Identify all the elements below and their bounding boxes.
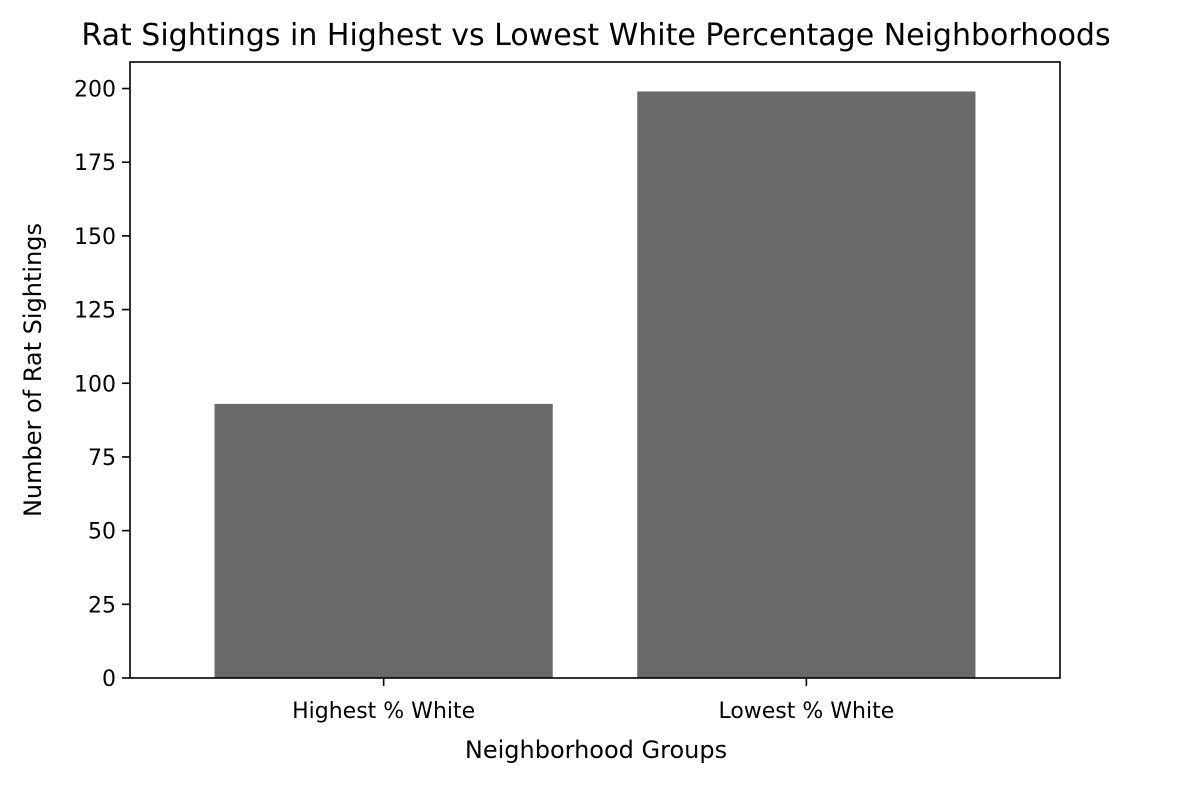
y-tick-label: 75 [88,446,116,471]
bars-group [214,91,976,678]
bar-2 [637,91,976,678]
x-tick-label: Highest % White [292,699,475,724]
y-tick-label: 175 [74,151,116,176]
y-tick-label: 200 [74,78,116,103]
y-tick-label: 25 [88,593,116,618]
x-axis-label: Neighborhood Groups [465,736,727,764]
y-tick-label: 150 [74,225,116,250]
y-tick-label: 125 [74,299,116,324]
plot-frame [129,61,1061,679]
y-tick-label: 50 [88,520,116,545]
y-tick-label: 0 [102,667,116,692]
x-axis-ticks: Highest % White Lowest % White [292,678,894,724]
y-tick-label: 100 [74,372,116,397]
bar-1 [214,403,553,678]
y-axis-label: Number of Rat Sightings [19,223,47,517]
chart-title: Rat Sightings in Highest vs Lowest White… [81,18,1110,53]
y-axis-ticks: 0 25 50 75 100 125 150 175 200 [74,78,130,692]
x-tick-label: Lowest % White [718,699,894,724]
